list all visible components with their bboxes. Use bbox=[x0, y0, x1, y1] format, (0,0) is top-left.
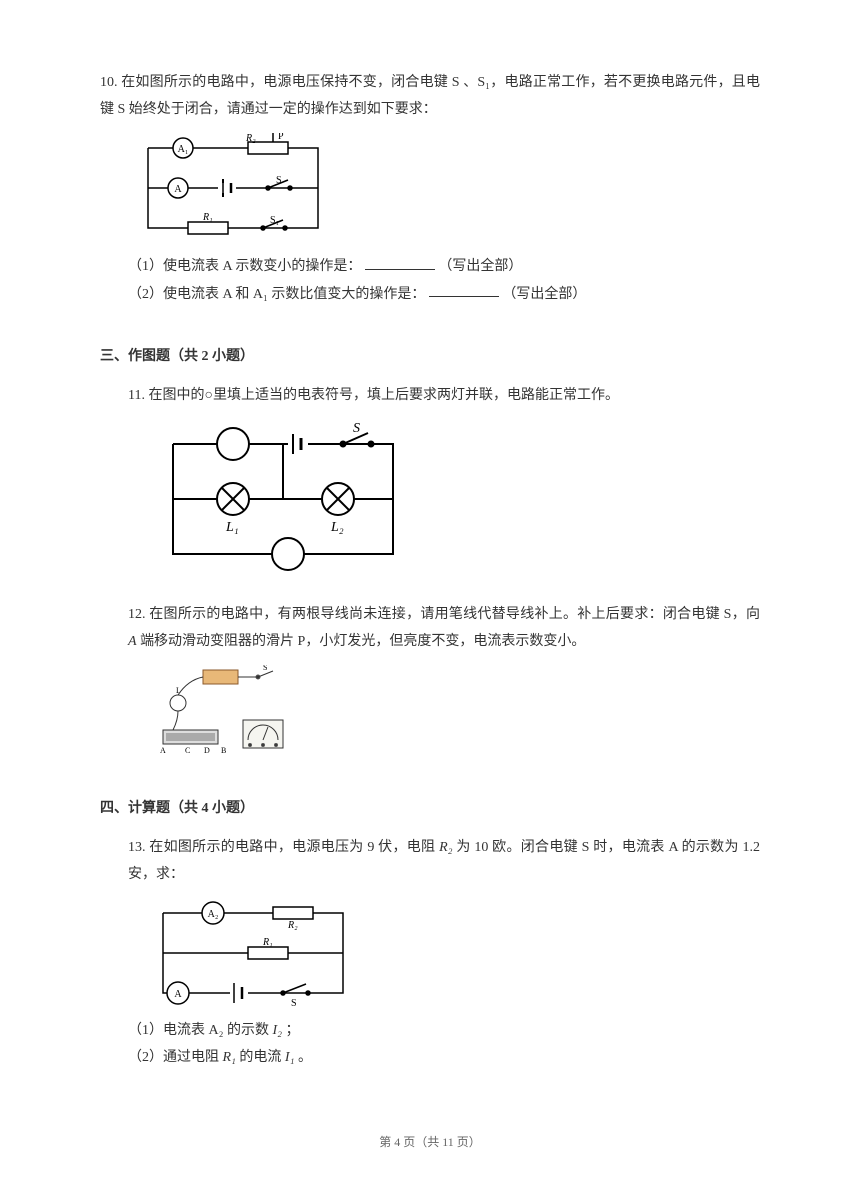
svg-text:S: S bbox=[263, 665, 267, 672]
svg-text:A: A bbox=[174, 184, 182, 195]
q12-text-b: 端移动滑动变阻器的滑片 P，小灯发光，但亮度不变，电流表示数变小。 bbox=[140, 634, 585, 649]
q12-number: 12. bbox=[128, 607, 146, 622]
svg-text:S: S bbox=[291, 998, 297, 1008]
q13-i1: I₁ bbox=[285, 1050, 295, 1065]
q10-sub2-blank bbox=[429, 281, 499, 298]
q13-sub2-a: （2）通过电阻 bbox=[128, 1050, 223, 1065]
q13-sub2: （2）通过电阻 R₁ 的电流 I₁ 。 bbox=[100, 1045, 760, 1072]
question-12: 12. 在图所示的电路中，有两根导线尚未连接，请用笔线代替导线补上。补上后要求：… bbox=[100, 602, 760, 760]
q12-italic-a: A bbox=[128, 634, 137, 649]
page-footer: 第 4 页（共 11 页） bbox=[100, 1131, 760, 1154]
svg-text:A₁: A₁ bbox=[178, 144, 189, 155]
q10-sub1-label: （1）使电流表 A 示数变小的操作是： bbox=[128, 259, 361, 274]
q13-sub2-b: 的电流 bbox=[239, 1050, 285, 1065]
q13-sub2-c: 。 bbox=[298, 1050, 312, 1065]
svg-text:A: A bbox=[160, 746, 166, 755]
q11-number: 11. bbox=[128, 388, 145, 403]
q10-text: 在如图所示的电路中，电源电压保持不变，闭合电键 S 、S₁，电路正常工作，若不更… bbox=[100, 75, 760, 117]
svg-text:P: P bbox=[278, 133, 284, 142]
q13-sub1-b: ； bbox=[286, 1023, 300, 1038]
svg-text:S₁: S₁ bbox=[270, 215, 279, 226]
q10-sub2-label: （2）使电流表 A 和 A₁ 示数比值变大的操作是： bbox=[128, 286, 425, 301]
section-3-header: 三、作图题（共 2 小题） bbox=[100, 344, 760, 371]
svg-text:C: C bbox=[185, 746, 190, 755]
q11-text: 在图中的○里填上适当的电表符号，填上后要求两灯并联，电路能正常工作。 bbox=[148, 388, 618, 403]
q13-r1: R₁ bbox=[223, 1050, 236, 1065]
svg-text:A: A bbox=[174, 989, 182, 1000]
section-4-header: 四、计算题（共 4 小题） bbox=[100, 796, 760, 823]
q13-sub1: （1）电流表 A₂ 的示数 I₂ ； bbox=[100, 1018, 760, 1045]
q12-stem: 12. 在图所示的电路中，有两根导线尚未连接，请用笔线代替导线补上。补上后要求：… bbox=[100, 602, 760, 655]
svg-text:D: D bbox=[204, 746, 210, 755]
svg-text:R₁: R₁ bbox=[202, 212, 213, 223]
svg-text:S: S bbox=[276, 175, 282, 186]
svg-text:R₂: R₂ bbox=[245, 133, 256, 144]
question-13: 13. 在如图所示的电路中，电源电压为 9 伏，电阻 R₂ 为 10 欧。闭合电… bbox=[100, 835, 760, 1071]
svg-text:A₂: A₂ bbox=[208, 909, 219, 920]
q12-figure: S L A C D B bbox=[128, 665, 760, 760]
q13-text-a: 在如图所示的电路中，电源电压为 9 伏，电阻 bbox=[149, 840, 439, 855]
q13-figure: A₂ R₂ R₁ A S bbox=[128, 898, 760, 1008]
svg-text:R₂: R₂ bbox=[287, 920, 298, 931]
q11-stem: 11. 在图中的○里填上适当的电表符号，填上后要求两灯并联，电路能正常工作。 bbox=[100, 383, 760, 410]
q10-stem: 10. 在如图所示的电路中，电源电压保持不变，闭合电键 S 、S₁，电路正常工作… bbox=[100, 70, 760, 123]
svg-text:R₁: R₁ bbox=[262, 937, 273, 948]
q13-sub1-a: （1）电流表 A₂ 的示数 bbox=[128, 1023, 273, 1038]
q10-sub2-hint: （写出全部） bbox=[502, 286, 586, 301]
question-11: 11. 在图中的○里填上适当的电表符号，填上后要求两灯并联，电路能正常工作。 S bbox=[100, 383, 760, 575]
q13-number: 13. bbox=[128, 840, 146, 855]
question-10: 10. 在如图所示的电路中，电源电压保持不变，闭合电键 S 、S₁，电路正常工作… bbox=[100, 70, 760, 308]
q11-figure: S L₁ L₂ bbox=[128, 419, 760, 574]
svg-text:L₂: L₂ bbox=[330, 520, 344, 535]
q13-i2: I₂ bbox=[273, 1023, 283, 1038]
q10-sub1: （1）使电流表 A 示数变小的操作是： （写出全部） bbox=[100, 253, 760, 280]
q10-sub1-hint: （写出全部） bbox=[438, 259, 522, 274]
svg-text:B: B bbox=[221, 746, 226, 755]
svg-text:L₁: L₁ bbox=[225, 520, 239, 535]
q10-figure: A₁ R₂ P A S bbox=[128, 133, 760, 243]
q10-sub2: （2）使电流表 A 和 A₁ 示数比值变大的操作是： （写出全部） bbox=[100, 281, 760, 308]
q13-stem: 13. 在如图所示的电路中，电源电压为 9 伏，电阻 R₂ 为 10 欧。闭合电… bbox=[100, 835, 760, 888]
q13-r2: R₂ bbox=[439, 840, 452, 855]
q10-number: 10. bbox=[100, 75, 118, 90]
q10-sub1-blank bbox=[365, 253, 435, 270]
svg-text:S: S bbox=[353, 421, 360, 436]
q12-text-a: 在图所示的电路中，有两根导线尚未连接，请用笔线代替导线补上。补上后要求：闭合电键… bbox=[149, 607, 760, 622]
